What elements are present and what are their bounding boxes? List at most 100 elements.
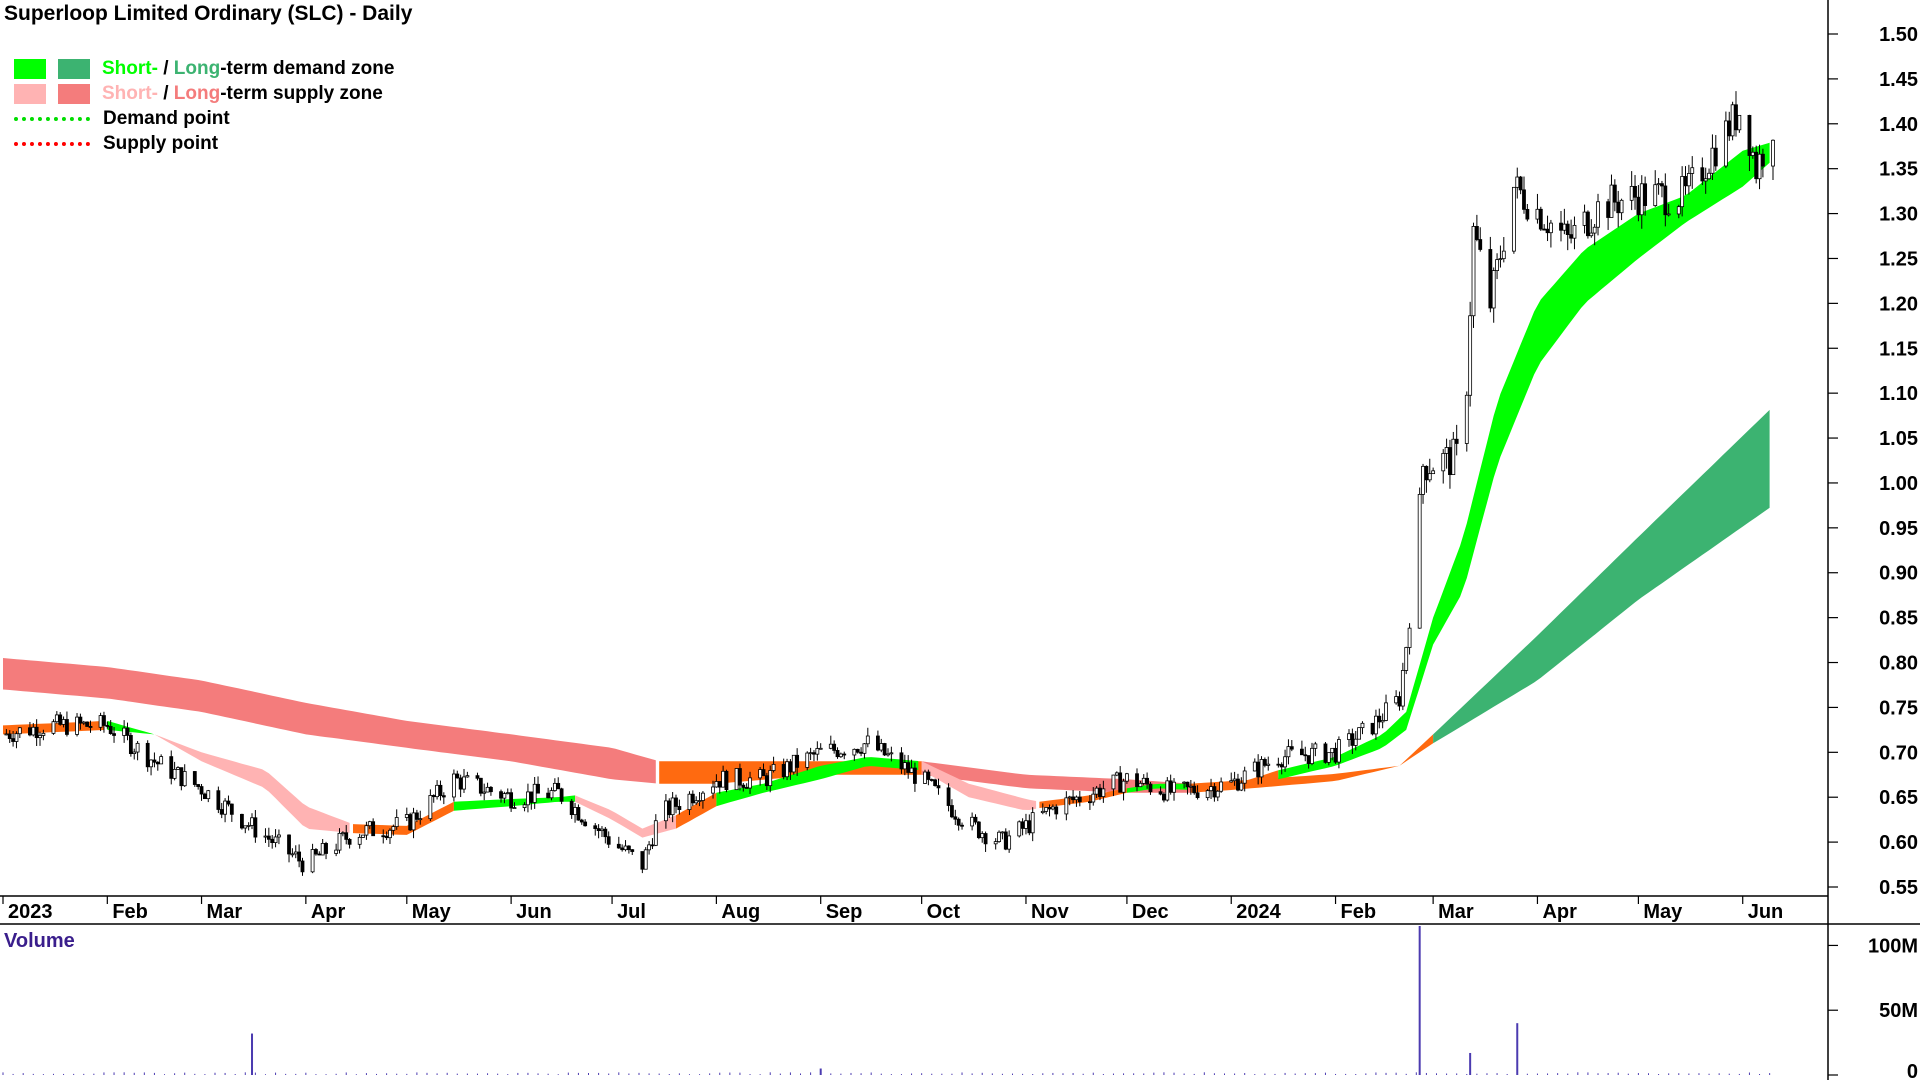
candle-body xyxy=(1326,752,1331,763)
candle-body xyxy=(1394,696,1399,704)
candle-body xyxy=(149,759,153,768)
candle-body xyxy=(1333,747,1338,763)
candle-body xyxy=(145,742,150,768)
candle-body xyxy=(1121,780,1126,793)
candle-body xyxy=(906,762,911,773)
candle-body xyxy=(980,833,985,839)
candle-body xyxy=(1330,747,1335,754)
candle-body xyxy=(1619,199,1624,214)
candle-body xyxy=(1747,114,1752,156)
candle-body xyxy=(505,792,510,795)
candle-body xyxy=(1686,173,1691,187)
candle-body xyxy=(334,849,339,854)
candle-body xyxy=(438,784,443,797)
candle-body xyxy=(1723,120,1728,167)
long-demand-swatch xyxy=(58,58,90,79)
candle-body xyxy=(701,792,705,801)
candle-body xyxy=(1771,139,1775,167)
candle-body xyxy=(431,795,436,798)
candle-body xyxy=(135,742,140,753)
candle-body xyxy=(842,753,847,756)
candle-body xyxy=(889,752,894,755)
candle-body xyxy=(697,800,702,802)
candle-body xyxy=(616,843,621,849)
candle-body xyxy=(206,790,211,800)
candle-body xyxy=(1495,259,1499,271)
candle-body xyxy=(196,784,201,787)
candle-body xyxy=(1468,315,1473,396)
candle-body xyxy=(1088,801,1092,804)
candle-body xyxy=(462,776,466,790)
candle-body xyxy=(717,781,722,788)
candle-body xyxy=(785,761,789,778)
candle-body xyxy=(1111,774,1116,790)
candle-body xyxy=(593,825,598,829)
candle-body xyxy=(1101,788,1106,797)
candle-body xyxy=(17,727,22,735)
candle-body xyxy=(983,833,988,845)
candle-body xyxy=(1491,270,1496,309)
candle-body xyxy=(243,825,248,829)
candle-body xyxy=(1286,746,1291,758)
legend-demand-point: Demand point xyxy=(14,106,394,131)
long-term-supply-zone xyxy=(3,658,656,784)
candle-body xyxy=(128,735,133,754)
candle-body xyxy=(1633,185,1637,198)
candle-body xyxy=(529,791,534,803)
candle-body xyxy=(75,716,79,735)
x-tick-label: Mar xyxy=(1438,901,1474,923)
candle-body xyxy=(203,793,207,800)
candle-body xyxy=(1609,184,1614,218)
candle-body xyxy=(603,828,608,838)
candle-body xyxy=(876,735,880,751)
candle-body xyxy=(923,771,927,784)
candle-body xyxy=(240,813,244,829)
candle-body xyxy=(596,828,601,832)
short-term-supply-zone xyxy=(921,761,1037,810)
candle-body xyxy=(933,779,938,787)
candle-body xyxy=(1148,783,1153,793)
candle-body xyxy=(556,782,561,790)
candle-body xyxy=(391,826,396,831)
candle-body xyxy=(324,843,328,854)
candle-body xyxy=(414,812,419,820)
candle-body xyxy=(791,754,796,773)
legend-separator: / xyxy=(157,82,174,104)
candle-body xyxy=(815,748,820,755)
candle-body xyxy=(108,726,113,735)
candle-body xyxy=(1525,208,1530,220)
demand-point-swatch xyxy=(14,116,90,121)
candle-body xyxy=(340,832,345,835)
candle-body xyxy=(277,834,281,838)
candle-body xyxy=(381,835,386,838)
candle-body xyxy=(1400,670,1405,707)
candle-body xyxy=(28,727,32,736)
candle-body xyxy=(1380,720,1385,723)
candle-body xyxy=(1501,250,1506,260)
candle-body xyxy=(58,714,63,725)
candle-body xyxy=(650,844,655,847)
candle-body xyxy=(1407,627,1412,648)
x-tick-label: Aug xyxy=(721,901,760,923)
candle-body xyxy=(929,779,934,781)
candle-body xyxy=(122,727,127,736)
y-tick-label: 1.40 xyxy=(1879,114,1918,136)
x-tick-label: Jun xyxy=(1748,901,1784,923)
candle-body xyxy=(1098,787,1102,797)
candle-body xyxy=(1761,153,1765,167)
candle-body xyxy=(902,762,907,770)
candle-body xyxy=(855,748,860,753)
candle-body xyxy=(418,818,423,821)
legend-long-label: Long xyxy=(173,82,221,104)
candle-body xyxy=(499,791,503,799)
candle-body xyxy=(862,743,867,754)
candle-body xyxy=(532,783,537,803)
candle-body xyxy=(1545,228,1550,234)
candle-body xyxy=(1313,743,1318,749)
candle-body xyxy=(1091,793,1096,803)
legend: Short- / Long -term demand zone Short- /… xyxy=(14,56,394,156)
candle-body xyxy=(226,800,231,805)
legend-separator: / xyxy=(157,57,174,79)
candle-body xyxy=(314,849,318,855)
candle-body xyxy=(1044,807,1049,812)
